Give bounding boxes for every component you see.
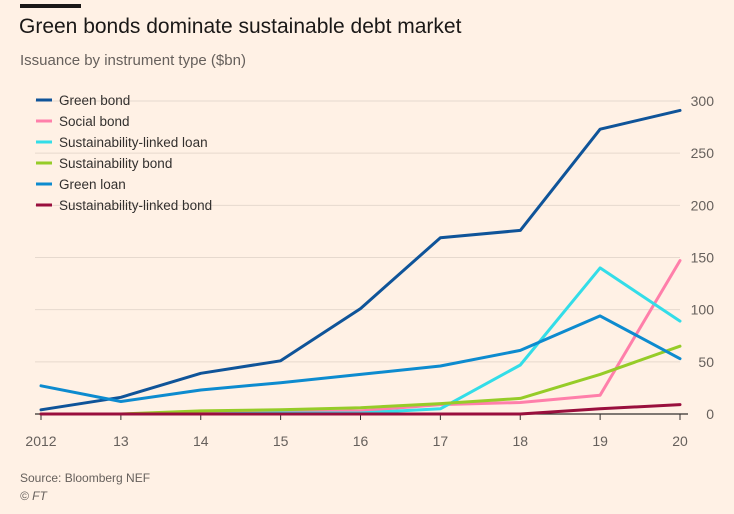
legend-label-0: Green bond	[59, 93, 130, 108]
chart-subtitle: Issuance by instrument type ($bn)	[20, 52, 246, 69]
x-tick-label-1: 13	[113, 433, 129, 449]
legend-label-3: Sustainability bond	[59, 156, 172, 171]
x-tick-label-3: 15	[273, 433, 289, 449]
chart-title: Green bonds dominate sustainable debt ma…	[19, 15, 462, 38]
series-line-green-bond	[39, 108, 682, 412]
brand-bar	[20, 4, 81, 8]
series-line-green-loan	[39, 314, 682, 403]
x-tick-label-6: 18	[512, 433, 528, 449]
x-tick-label-4: 16	[353, 433, 369, 449]
series-line-sustainability-linked-bond	[39, 403, 682, 416]
legend-label-2: Sustainability-linked loan	[59, 135, 208, 150]
y-tick-label-150: 150	[691, 250, 715, 266]
x-tick-label-8: 20	[672, 433, 688, 449]
legend-label-4: Green loan	[59, 177, 126, 192]
y-tick-label-250: 250	[691, 145, 715, 161]
x-tick-label-0: 2012	[25, 433, 56, 449]
y-tick-label-100: 100	[691, 302, 715, 318]
legend-label-1: Social bond	[59, 114, 130, 129]
x-tick-label-2: 14	[193, 433, 209, 449]
legend-label-5: Sustainability-linked bond	[59, 198, 212, 213]
x-tick-label-7: 19	[592, 433, 608, 449]
source-note: Source: Bloomberg NEF	[20, 471, 151, 485]
y-tick-label-200: 200	[691, 197, 715, 213]
copyright-note: © FT	[20, 489, 47, 503]
series-line-sustainability-bond	[39, 344, 682, 416]
y-tick-label-0: 0	[706, 406, 714, 422]
x-tick-label-5: 17	[433, 433, 449, 449]
y-tick-label-300: 300	[691, 93, 715, 109]
y-tick-label-50: 50	[698, 354, 714, 370]
